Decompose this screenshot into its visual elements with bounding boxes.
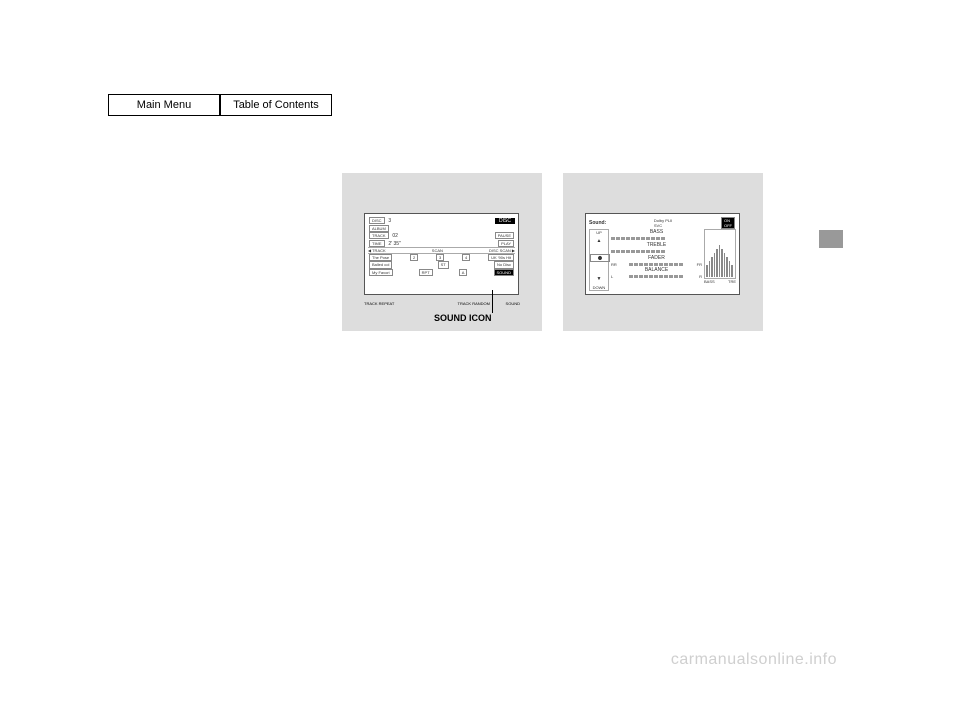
on-off-switch[interactable]: ON OFF bbox=[721, 217, 735, 229]
sound-icon-button[interactable]: SOUND bbox=[494, 269, 514, 276]
down-label: DOWN bbox=[590, 285, 608, 290]
screen1-container: DISC 3 DISC ALBUM TRACK 02 PAUSE TIME 2'… bbox=[342, 173, 542, 331]
scan-label: SCAN bbox=[432, 248, 443, 253]
disc-row3-a[interactable]: My Favori bbox=[369, 269, 393, 276]
disc-label: DISC bbox=[369, 217, 385, 224]
time-label: TIME bbox=[369, 240, 385, 247]
balance-r: R bbox=[699, 274, 702, 279]
rpt-button[interactable]: RPT bbox=[419, 269, 433, 276]
svc-label: SVC bbox=[654, 223, 662, 228]
track-repeat-label: TRACK REPEAT bbox=[364, 301, 394, 306]
eq-tre-label: TRE bbox=[728, 279, 736, 284]
screen1-display: DISC 3 DISC ALBUM TRACK 02 PAUSE TIME 2'… bbox=[364, 213, 519, 295]
table-of-contents-tab[interactable]: Table of Contents bbox=[220, 94, 332, 116]
treble-row[interactable]: TREBLE bbox=[611, 242, 702, 255]
bass-row[interactable]: BASS bbox=[611, 229, 702, 242]
a-button[interactable]: A bbox=[459, 269, 468, 276]
preset-1[interactable]: The Pose bbox=[369, 254, 392, 261]
sound-title: Sound: bbox=[589, 220, 606, 227]
top-tab-bar: Main Menu Table of Contents bbox=[108, 94, 332, 116]
balance-l: L bbox=[611, 274, 613, 279]
sound-label: SOUND bbox=[506, 301, 520, 306]
sound-icon-caption: SOUND ICON bbox=[434, 313, 492, 323]
main-menu-tab[interactable]: Main Menu bbox=[108, 94, 220, 116]
disc-row2-a[interactable]: Balled col bbox=[369, 261, 392, 268]
fader-row[interactable]: FADER RRFR bbox=[611, 255, 702, 267]
screen2-container: Sound: Dolby PLII SVC ON OFF UP ▲ ⬤ ▼ DO… bbox=[563, 173, 763, 331]
play-button[interactable]: PLAY bbox=[498, 240, 514, 247]
eq-bass-label: BASS bbox=[704, 279, 715, 284]
preset-2[interactable]: 2 bbox=[410, 254, 418, 261]
balance-bar bbox=[629, 274, 684, 279]
eq-graph bbox=[704, 229, 736, 279]
up-down-control[interactable]: UP ▲ ⬤ ▼ DOWN bbox=[589, 229, 609, 291]
preset-5[interactable]: UK '90s Hit bbox=[488, 254, 514, 261]
balance-row[interactable]: BALANCE LR bbox=[611, 267, 702, 279]
track-label: TRACK bbox=[369, 232, 389, 239]
watermark: carmanualsonline.info bbox=[671, 651, 837, 669]
album-label: ALBUM bbox=[369, 225, 389, 232]
side-page-tab bbox=[819, 230, 843, 248]
preset-4[interactable]: 4 bbox=[462, 254, 470, 261]
disc-scan-button[interactable]: DISC SCAN ▶ bbox=[489, 248, 515, 253]
track-random-label: TRACK RANDOM bbox=[458, 301, 490, 306]
preset-3[interactable]: 3 bbox=[436, 254, 444, 261]
up-label: UP bbox=[590, 230, 608, 235]
disc-number: 3 bbox=[388, 218, 391, 224]
screen2-display: Sound: Dolby PLII SVC ON OFF UP ▲ ⬤ ▼ DO… bbox=[585, 213, 740, 295]
track-number: 02 bbox=[392, 233, 398, 239]
prev-track-button[interactable]: ◀ TRACK bbox=[368, 248, 386, 253]
caption-pointer-line bbox=[492, 290, 493, 313]
disc-chip: DISC bbox=[495, 218, 515, 225]
fader-fr: FR bbox=[697, 262, 702, 267]
page-canvas: Main Menu Table of Contents DISC 3 DISC … bbox=[0, 0, 960, 714]
time-value: 2' 35'' bbox=[388, 241, 401, 247]
st-indicator: ST bbox=[438, 261, 449, 268]
no-disc-label: No Disc bbox=[494, 261, 514, 268]
fader-rr: RR bbox=[611, 262, 617, 267]
pause-button[interactable]: PAUSE bbox=[495, 232, 514, 239]
